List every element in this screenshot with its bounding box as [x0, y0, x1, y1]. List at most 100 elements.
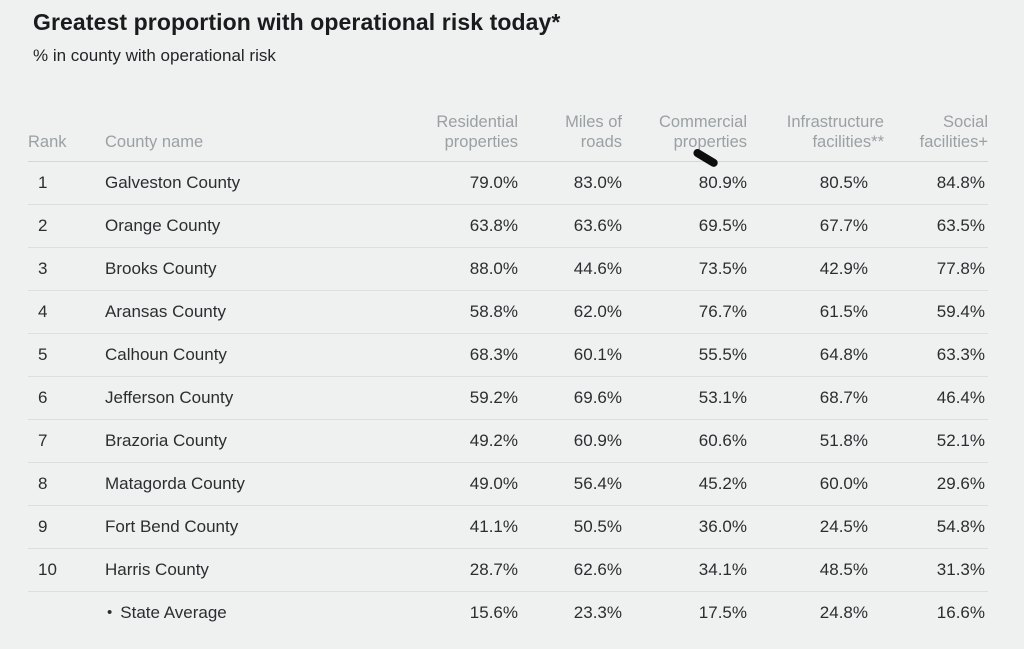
table-row: 10 Harris County 28.7% 62.6% 34.1% 48.5% 31.3% [28, 549, 988, 592]
column-header-label: Miles of [565, 113, 622, 131]
cell-roads: 62.6% [573, 560, 622, 579]
cell-roads: 83.0% [573, 173, 622, 192]
column-header-label: County name [105, 133, 204, 151]
cell-commercial: 76.7% [698, 302, 747, 321]
cell-residential: 88.0% [469, 259, 518, 278]
column-header-label: properties [444, 133, 518, 151]
cell-residential: 15.6% [469, 603, 518, 623]
column-header-rank: Rank [28, 112, 96, 162]
column-header-label: Rank [28, 133, 67, 151]
column-header-roads: Miles of roads [518, 112, 622, 162]
cell-commercial: 34.1% [698, 560, 747, 579]
cell-residential: 58.8% [469, 302, 518, 321]
cell-county: Aransas County [105, 302, 226, 321]
cell-residential: 59.2% [469, 388, 518, 407]
table-row: 9 Fort Bend County 41.1% 50.5% 36.0% 24.5% 54.… [28, 506, 988, 549]
column-header-label: properties [673, 133, 747, 151]
cell-social: 29.6% [936, 474, 985, 493]
column-header-residential: Residential properties [390, 112, 518, 162]
cell-social: 63.5% [936, 216, 985, 235]
table-row: 5 Calhoun County 68.3% 60.1% 55.5% 64.8% 63.3% [28, 334, 988, 377]
cell-social: 52.1% [936, 431, 985, 450]
cell-rank [28, 592, 96, 635]
state-average-row: • State Average 15.6% 23.3% 17.5% 24.8% 16.6% [28, 592, 988, 635]
cell-commercial: 55.5% [698, 345, 747, 364]
column-header-infrastructure: Infrastructure facilities** [747, 112, 884, 162]
cell-infrastructure: 24.8% [819, 603, 868, 623]
column-header-label: Commercial [658, 113, 747, 131]
cell-residential: 79.0% [469, 173, 518, 192]
cell-county: Harris County [105, 560, 209, 579]
column-header-label: Infrastructure [786, 113, 884, 131]
cell-roads: 62.0% [573, 302, 622, 321]
cell-social: 63.3% [936, 345, 985, 364]
cell-roads: 63.6% [573, 216, 622, 235]
cell-rank: 3 [38, 259, 48, 278]
cell-commercial: 80.9% [698, 173, 747, 192]
cell-infrastructure: 60.0% [819, 474, 868, 493]
cell-roads: 69.6% [573, 388, 622, 407]
cell-residential: 28.7% [469, 560, 518, 579]
cell-rank: 10 [38, 560, 57, 579]
cell-commercial: 45.2% [698, 474, 747, 493]
cell-county: Orange County [105, 216, 221, 235]
cell-residential: 41.1% [469, 517, 518, 536]
cell-roads: 23.3% [573, 603, 622, 623]
cell-commercial: 53.1% [698, 388, 747, 407]
cell-rank: 8 [38, 474, 48, 493]
column-header-label: Residential [436, 113, 518, 131]
cell-infrastructure: 42.9% [819, 259, 868, 278]
cell-rank: 1 [38, 173, 48, 192]
column-header-label: Social [943, 113, 988, 131]
cell-rank: 6 [38, 388, 48, 407]
cell-county: Matagorda County [105, 474, 245, 493]
cell-infrastructure: 80.5% [819, 173, 868, 192]
cell-rank: 7 [38, 431, 48, 450]
table-row: 7 Brazoria County 49.2% 60.9% 60.6% 51.8% 52.1… [28, 420, 988, 463]
cell-social: 46.4% [936, 388, 985, 407]
cell-residential: 68.3% [469, 345, 518, 364]
column-header-label: facilities+ [919, 133, 988, 151]
table-header-row: Rank County name Residential properties Mile… [28, 112, 988, 162]
cell-social: 16.6% [936, 603, 985, 623]
column-header-social: Social facilities+ [884, 112, 988, 162]
table-header: Rank County name Residential properties Mile… [28, 112, 988, 162]
cell-commercial: 36.0% [698, 517, 747, 536]
cell-rank: 9 [38, 517, 48, 536]
cell-county: Jefferson County [105, 388, 234, 407]
cell-roads: 60.1% [573, 345, 622, 364]
row-label: State Average [120, 603, 227, 623]
cell-roads: 44.6% [573, 259, 622, 278]
table-body: 1 Galveston County 79.0% 83.0% 80.9% 80.5% 84.… [28, 162, 988, 635]
cell-roads: 60.9% [573, 431, 622, 450]
table-row: 3 Brooks County 88.0% 44.6% 73.5% 42.9% 77.8% [28, 248, 988, 291]
bullet-icon: • [107, 604, 113, 622]
figure-subtitle: % in county with operational risk [33, 46, 276, 65]
cell-social: 59.4% [936, 302, 985, 321]
column-header-label: roads [580, 133, 622, 151]
table-row: 1 Galveston County 79.0% 83.0% 80.9% 80.5% 84.… [28, 162, 988, 205]
cell-infrastructure: 67.7% [819, 216, 868, 235]
cell-residential: 63.8% [469, 216, 518, 235]
cell-commercial: 73.5% [698, 259, 747, 278]
cell-infrastructure: 51.8% [819, 431, 868, 450]
cell-county: Galveston County [105, 173, 241, 192]
cell-commercial: 60.6% [698, 431, 747, 450]
cell-infrastructure: 68.7% [819, 388, 868, 407]
cell-residential: 49.0% [469, 474, 518, 493]
figure-root: Greatest proportion with operational ris… [28, 9, 988, 635]
cell-infrastructure: 24.5% [819, 517, 868, 536]
cell-roads: 56.4% [573, 474, 622, 493]
cell-county: Fort Bend County [105, 517, 239, 536]
cell-infrastructure: 64.8% [819, 345, 868, 364]
figure-title: Greatest proportion with operational ris… [33, 9, 561, 35]
cell-county: • State Average [96, 592, 390, 635]
cell-commercial: 17.5% [698, 603, 747, 623]
table-row: 6 Jefferson County 59.2% 69.6% 53.1% 68.7% 46.… [28, 377, 988, 420]
column-header-county: County name [96, 112, 390, 162]
cell-social: 54.8% [936, 517, 985, 536]
cell-county: Calhoun County [105, 345, 227, 364]
cell-county: Brazoria County [105, 431, 227, 450]
column-header-label: facilities** [812, 133, 884, 151]
cell-rank: 5 [38, 345, 48, 364]
